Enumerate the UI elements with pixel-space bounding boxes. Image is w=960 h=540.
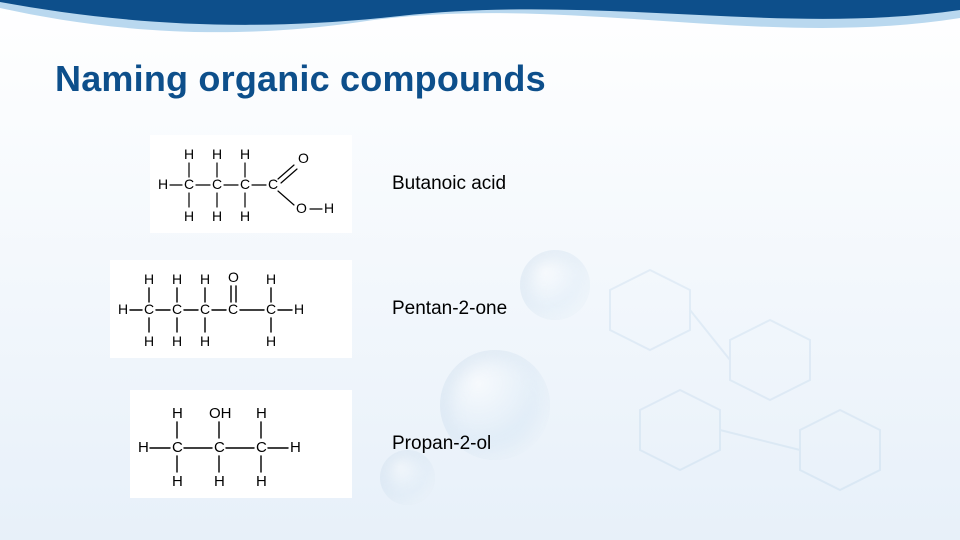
svg-text:H: H: [184, 208, 194, 224]
svg-text:C: C: [184, 176, 194, 192]
wave-outer: [0, 0, 960, 25]
svg-text:C: C: [256, 439, 267, 456]
svg-text:H: H: [214, 473, 225, 490]
butanoic-acid-structure: H C H H C H H C H H: [150, 135, 352, 233]
svg-text:C: C: [200, 301, 210, 317]
molecule-watermark: [550, 250, 930, 510]
compound-row-3: H C H H C OH H C H H H: [130, 390, 491, 498]
bubble-2: [520, 250, 590, 320]
svg-text:H: H: [200, 333, 210, 349]
svg-text:H: H: [266, 333, 276, 349]
svg-text:C: C: [266, 301, 276, 317]
propan-2-ol-structure: H C H H C OH H C H H H: [130, 390, 352, 498]
svg-text:OH: OH: [209, 405, 232, 422]
svg-text:C: C: [212, 176, 222, 192]
svg-text:C: C: [268, 176, 278, 192]
slide: Naming organic compounds H C H H C H H: [0, 0, 960, 540]
svg-text:H: H: [200, 271, 210, 287]
svg-text:H: H: [294, 301, 304, 317]
svg-text:H: H: [266, 271, 276, 287]
svg-text:H: H: [240, 146, 250, 162]
svg-text:H: H: [172, 405, 183, 422]
svg-text:H: H: [184, 146, 194, 162]
svg-text:H: H: [172, 333, 182, 349]
svg-text:C: C: [172, 301, 182, 317]
svg-text:H: H: [144, 333, 154, 349]
compound-row-2: H C H H C H H C H H: [110, 260, 507, 358]
svg-text:H: H: [212, 208, 222, 224]
svg-text:O: O: [298, 150, 309, 166]
compound-name-3: Propan-2-ol: [392, 433, 491, 455]
slide-title: Naming organic compounds: [55, 58, 546, 100]
svg-text:H: H: [256, 405, 267, 422]
compound-row-1: H C H H C H H C H H: [150, 135, 506, 233]
svg-text:C: C: [240, 176, 250, 192]
svg-text:H: H: [158, 176, 168, 192]
svg-text:H: H: [172, 473, 183, 490]
svg-text:H: H: [256, 473, 267, 490]
svg-text:H: H: [240, 208, 250, 224]
svg-text:H: H: [144, 271, 154, 287]
svg-text:H: H: [172, 271, 182, 287]
header-wave: [0, 0, 960, 60]
compound-name-1: Butanoic acid: [392, 173, 506, 195]
svg-text:C: C: [214, 439, 225, 456]
svg-text:H: H: [118, 301, 128, 317]
svg-text:H: H: [324, 200, 334, 216]
compound-name-2: Pentan-2-one: [392, 298, 507, 320]
svg-text:O: O: [228, 269, 239, 285]
wave-inner: [0, 0, 960, 32]
svg-text:H: H: [212, 146, 222, 162]
svg-text:H: H: [290, 439, 301, 456]
svg-text:H: H: [138, 439, 149, 456]
svg-text:C: C: [144, 301, 154, 317]
svg-text:O: O: [296, 200, 307, 216]
pentan-2-one-structure: H C H H C H H C H H: [110, 260, 352, 358]
svg-text:C: C: [228, 301, 238, 317]
svg-text:C: C: [172, 439, 183, 456]
